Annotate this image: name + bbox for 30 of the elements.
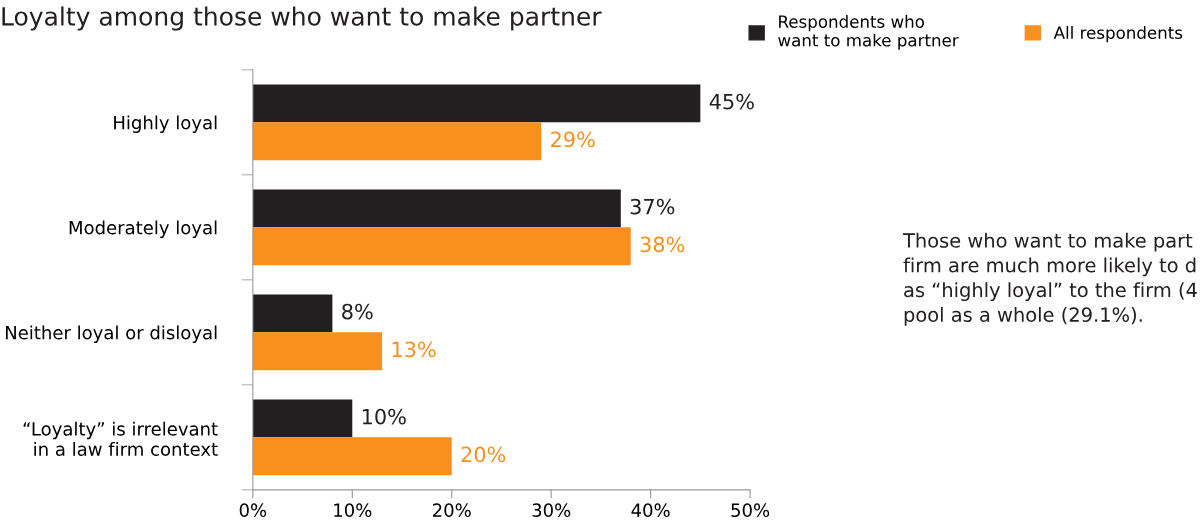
data-label: 29% [551, 131, 595, 148]
data-label: 45% [709, 93, 754, 110]
bar [252, 227, 631, 266]
data-label: 20% [461, 446, 506, 463]
legend-label: Respondents who want to make partner [778, 15, 959, 50]
legend-label: All respondents [1053, 26, 1183, 43]
y-tick-label: Moderately loyal [69, 220, 217, 238]
bar [252, 189, 621, 228]
x-tick-label: 20% [433, 503, 471, 518]
data-label: 8% [342, 303, 373, 320]
x-tick-label: 40% [631, 503, 670, 518]
data-label: 37% [630, 198, 675, 215]
x-tick-label: 50% [731, 503, 770, 518]
x-tick-label: 10% [334, 503, 372, 518]
chart-title: Loyalty among those who want to make partner [2, 6, 602, 31]
y-tick-label: “Loyalty” is irrelevant in a law firm context [23, 421, 218, 456]
bar [252, 332, 383, 371]
bar [252, 437, 452, 476]
bar [252, 122, 542, 161]
y-tick-label: Highly loyal [114, 115, 217, 133]
bar [252, 84, 701, 123]
x-tick-label: 30% [532, 503, 571, 518]
y-tick-label: Neither loyal or disloyal [5, 325, 217, 343]
data-label: 38% [640, 236, 685, 253]
x-tick-label: 0% [239, 503, 267, 518]
data-label: 13% [392, 341, 436, 358]
bar [252, 399, 353, 438]
text: Those who want to make part firm are much more likely to d as “highly loyal” to the firm (4 pool as a whole (29.1%). [902, 232, 1197, 326]
data-label: 10% [362, 408, 406, 425]
bar [252, 294, 333, 333]
